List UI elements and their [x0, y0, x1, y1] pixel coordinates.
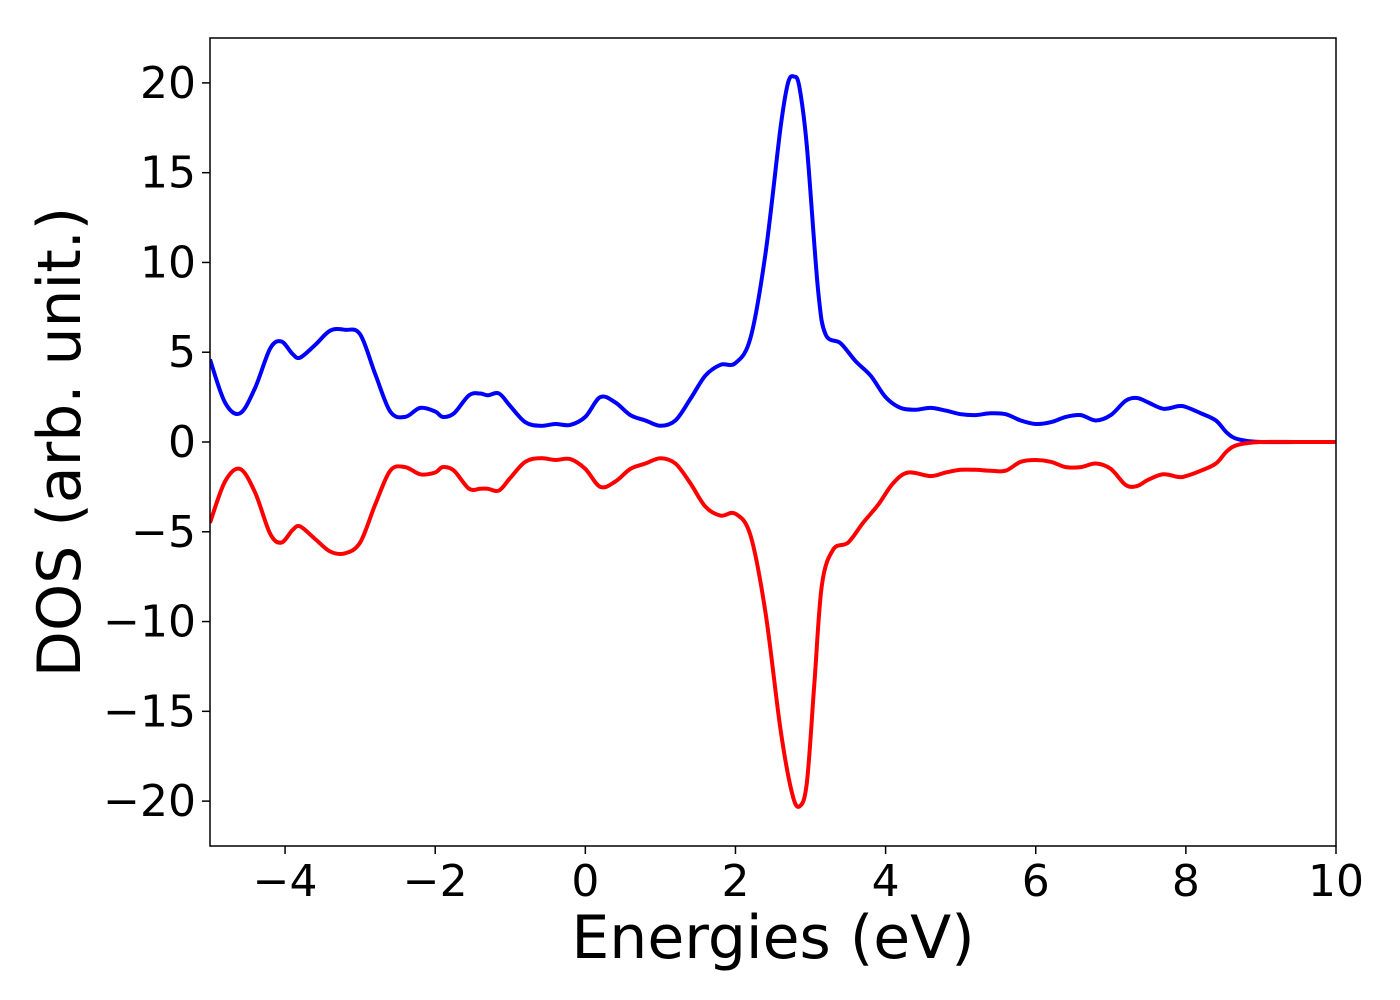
series-line-2	[210, 439, 1336, 809]
x-axis: −4 −2 0 2 4 6 8 10	[253, 846, 1364, 907]
plot-frame	[209, 37, 1337, 847]
y-axis: 20 15 10 5 0 −5 −10 −15 −20	[103, 58, 210, 827]
y-tick-label: 15	[140, 148, 196, 199]
y-tick-label: 0	[168, 417, 196, 468]
x-tick-label: 4	[872, 856, 900, 907]
x-tick-label: 6	[1022, 856, 1050, 907]
y-tick-label: −20	[103, 776, 196, 827]
series-line-1	[210, 74, 1336, 445]
y-tick-label: 10	[140, 237, 196, 288]
x-tick-label: 8	[1172, 856, 1200, 907]
y-tick-label: −10	[103, 597, 196, 648]
x-tick-label: 2	[721, 856, 749, 907]
x-axis-label: Energies (eV)	[571, 903, 974, 973]
y-tick-label: 20	[140, 58, 196, 109]
series-layer	[210, 74, 1336, 809]
x-tick-label: 10	[1308, 856, 1364, 907]
y-tick-label: −15	[103, 686, 196, 737]
y-axis-label: DOS (arb. unit.)	[25, 207, 95, 677]
y-tick-label: −5	[131, 507, 196, 558]
y-tick-label: 5	[168, 327, 196, 378]
x-tick-label: −2	[403, 856, 468, 907]
x-tick-label: −4	[253, 856, 318, 907]
x-tick-label: 0	[571, 856, 599, 907]
